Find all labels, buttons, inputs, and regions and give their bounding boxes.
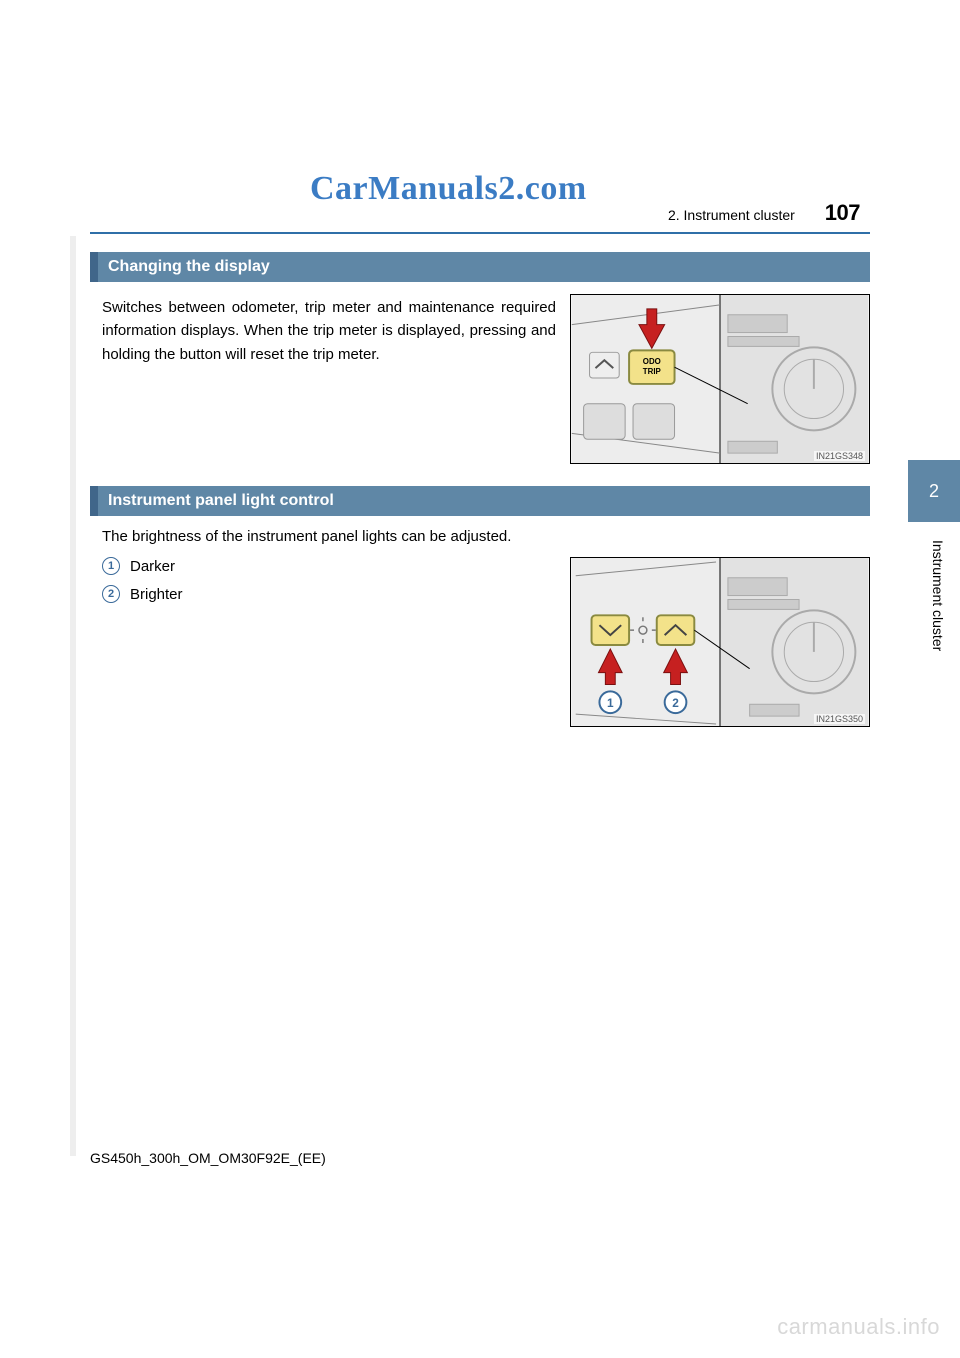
figure2-code: IN21GS350 — [814, 714, 865, 724]
side-tab-chapter: 2 — [908, 460, 960, 522]
list-number-2: 2 — [102, 585, 120, 603]
list-number-1: 1 — [102, 557, 120, 575]
header-rule — [90, 232, 870, 234]
scroll-track — [70, 236, 76, 1156]
footer-watermark: carmanuals.info — [777, 1314, 940, 1340]
section-heading-light-control: Instrument panel light control — [90, 486, 870, 516]
section-body-1: Switches between odometer, trip meter an… — [90, 294, 870, 464]
section2-intro: The brightness of the instrument panel l… — [90, 528, 870, 545]
header-page-number: 107 — [825, 200, 860, 226]
svg-text:ODO: ODO — [643, 357, 661, 366]
page-header: 2. Instrument cluster 107 — [90, 200, 870, 226]
svg-text:TRIP: TRIP — [643, 367, 661, 376]
section-body-2: 1 Darker 2 Brighter — [90, 557, 870, 727]
side-tab-number: 2 — [929, 481, 939, 502]
list-label-darker: Darker — [130, 558, 175, 575]
figure-odo-trip: ODO TRIP IN21GS348 — [570, 294, 870, 464]
footer-doc-code: GS450h_300h_OM_OM30F92E_(EE) — [90, 1150, 326, 1166]
list-item: 2 Brighter — [102, 585, 556, 603]
svg-text:1: 1 — [607, 696, 614, 710]
list-label-brighter: Brighter — [130, 586, 183, 603]
svg-text:2: 2 — [672, 696, 679, 710]
figure-odo-trip-svg: ODO TRIP — [571, 295, 869, 463]
list-item: 1 Darker — [102, 557, 556, 575]
section2-list: 1 Darker 2 Brighter — [90, 557, 556, 727]
figure-light-control: 1 2 IN21GS350 — [570, 557, 870, 727]
section1-text: Switches between odometer, trip meter an… — [90, 294, 556, 464]
page-content: 2. Instrument cluster 107 Changing the d… — [90, 200, 870, 749]
figure-light-control-svg: 1 2 — [571, 558, 869, 726]
section-heading-changing-display: Changing the display — [90, 252, 870, 282]
side-tab-label: Instrument cluster — [930, 540, 946, 651]
figure1-code: IN21GS348 — [814, 451, 865, 461]
header-section-label: 2. Instrument cluster — [668, 207, 795, 223]
